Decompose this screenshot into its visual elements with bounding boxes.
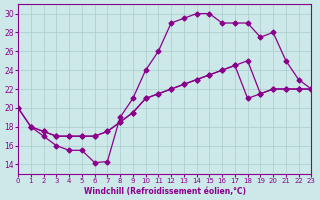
- X-axis label: Windchill (Refroidissement éolien,°C): Windchill (Refroidissement éolien,°C): [84, 187, 246, 196]
